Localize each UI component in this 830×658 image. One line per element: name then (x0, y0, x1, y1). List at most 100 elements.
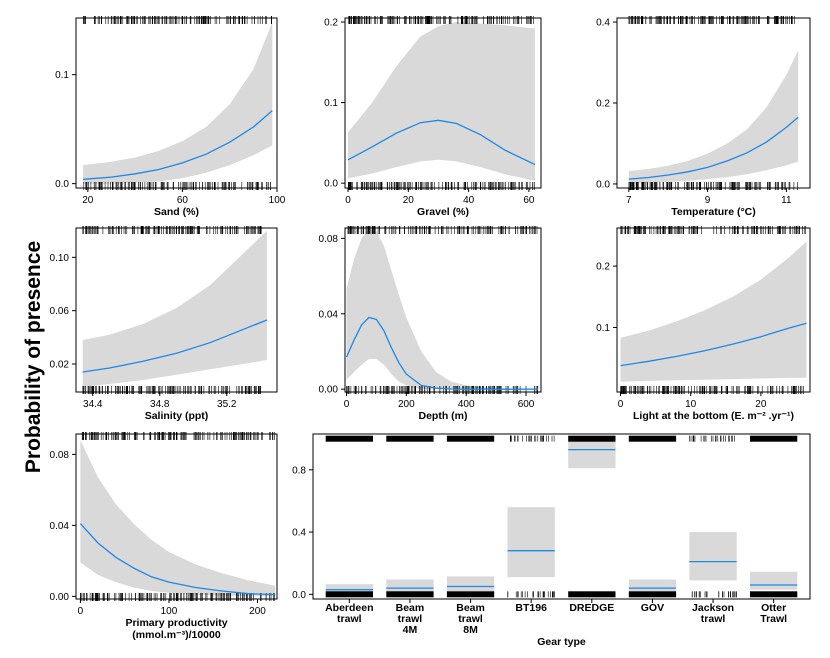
salinity-x-tick-label: 34.4 (83, 399, 103, 410)
gear-y-tick-label: 0.4 (292, 528, 306, 539)
panel-gear: AberdeentrawlBeamtrawl4MBeamtrawl8MBT196… (292, 433, 811, 648)
gear-absence-rug-band (325, 591, 373, 598)
gear-category-label: trawl (337, 613, 362, 625)
depth-y-tick-label: 0.08 (319, 234, 339, 245)
gear-confidence-box (689, 532, 737, 581)
gear-confidence-box (325, 584, 373, 593)
light-confidence-band (620, 241, 807, 382)
gear-category-label: Beam (396, 602, 425, 614)
depth-y-tick-label: 0.00 (319, 385, 339, 396)
gear-confidence-box (386, 579, 434, 592)
depth-x-tick-label: 0 (344, 399, 350, 410)
depth-x-tick-label: 200 (398, 399, 415, 410)
gear-confidence-box (446, 576, 495, 592)
gear-confidence-box (507, 507, 555, 578)
salinity-y-tick-label: 0.10 (50, 253, 70, 264)
salinity-y-tick-label: 0.06 (50, 306, 70, 317)
productivity-x-axis-label: (mmol.m⁻³)/10000 (132, 629, 221, 641)
gear-frame (312, 433, 811, 600)
sand-fitted-line (83, 110, 273, 180)
gravel-x-tick-label: 20 (403, 195, 415, 206)
gravel-fitted-line (347, 119, 536, 166)
depth-x-axis-label: Depth (m) (419, 410, 468, 422)
gear-presence-rug-band (446, 435, 495, 442)
productivity-x-tick-label: 200 (249, 606, 266, 617)
depth-confidence-band (346, 228, 538, 390)
productivity-confidence-band (80, 440, 276, 597)
gear-category-label: Aberdeen (325, 602, 373, 614)
sand-y-tick-label: 0.1 (55, 70, 69, 81)
panel-depth: 0 200 400 600 Depth (m) 0.00 0.04 0.08 (319, 226, 542, 422)
panel-sand: 20 60 100 Sand (%) 0.0 0.1 (55, 16, 286, 218)
salinity-x-tick-label: 34.8 (150, 399, 170, 410)
productivity-x-tick-label: 100 (161, 606, 178, 617)
gear-category-label: Beam (456, 602, 485, 614)
sand-x-tick-label: 60 (177, 195, 189, 206)
gear-confidence-box (750, 571, 798, 590)
gravel-y-tick-label: 0.1 (324, 98, 338, 109)
temperature-fitted-line (628, 116, 799, 180)
temperature-x-tick-label: 7 (626, 195, 632, 206)
gravel-y-tick-label: 0.0 (324, 179, 338, 190)
temperature-y-tick-label: 0.4 (596, 18, 610, 29)
depth-fitted-line (345, 316, 538, 390)
gravel-x-tick-label: 60 (523, 195, 535, 206)
productivity-y-tick-label: 0.00 (50, 592, 70, 603)
depth-frame (344, 227, 542, 393)
sand-confidence-band (83, 22, 273, 184)
gear-absence-rug-band (628, 591, 677, 598)
depth-x-tick-label: 400 (458, 399, 475, 410)
salinity-fitted-line (82, 319, 268, 373)
salinity-x-tick-label: 35.2 (217, 399, 237, 410)
figure-y-axis-label: Probability of presence (22, 241, 45, 473)
gravel-frame (344, 17, 542, 189)
depth-y-tick-label: 0.04 (319, 309, 339, 320)
temperature-y-tick-label: 0.2 (596, 99, 610, 110)
gear-presence-rug-band (325, 435, 373, 442)
gear-category-label: trawl (458, 613, 483, 625)
gravel-y-tick-label: 0.2 (324, 18, 338, 29)
panel-productivity: 0 100 200 Primary productivity(mmol.m⁻³)/10… (50, 432, 278, 641)
panel-temperature: 7 9 11 Temperature (°C) 0.0 0.2 0.4 (596, 16, 811, 218)
gear-confidence-box (628, 579, 677, 592)
gravel-confidence-band (348, 22, 535, 181)
gear-category-label: Trawl (760, 613, 787, 625)
gear-category-label: 4M (403, 624, 418, 636)
light-x-axis-label: Light at the bottom (E. m⁻² .yr⁻¹) (633, 410, 794, 422)
gear-category-label: GOV (641, 602, 664, 614)
gear-absence-rug-band (386, 591, 434, 598)
sand-x-tick-label: 20 (82, 195, 94, 206)
gear-presence-rug-band (568, 435, 616, 442)
sand-frame (75, 17, 278, 189)
light-x-tick-label: 20 (755, 399, 767, 410)
temperature-frame (616, 17, 811, 189)
light-x-tick-label: 10 (685, 399, 697, 410)
gear-presence-rug-band (386, 435, 434, 442)
temperature-x-tick-label: 9 (705, 195, 711, 206)
salinity-x-axis-label: Salinity (ppt) (145, 410, 209, 422)
panel-gravel: 0 20 40 60 Gravel (%) 0.0 0.1 0.2 (324, 16, 542, 218)
light-y-tick-label: 0.2 (596, 262, 610, 273)
temperature-x-tick-label: 11 (781, 195, 792, 206)
gear-category-label: trawl (398, 613, 423, 625)
gear-category-label: 8M (463, 624, 478, 636)
temperature-y-tick-label: 0.0 (596, 179, 610, 190)
depth-x-tick-label: 600 (518, 399, 535, 410)
temperature-x-axis-label: Temperature (°C) (671, 206, 756, 218)
gravel-x-axis-label: Gravel (%) (417, 206, 469, 218)
gravel-x-tick-label: 0 (345, 195, 351, 206)
temperature-confidence-band (628, 50, 799, 184)
gear-presence-rug-band (628, 435, 677, 442)
gear-category-label: Otter (761, 602, 786, 614)
gear-absence-rug-band (446, 591, 495, 598)
salinity-confidence-band (82, 230, 267, 387)
salinity-frame (75, 227, 278, 393)
gear-absence-rug-band (568, 591, 616, 598)
gear-y-tick-label: 0.0 (292, 590, 306, 601)
gear-y-tick-label: 0.8 (292, 465, 306, 476)
gear-absence-rug-band (750, 591, 798, 598)
light-fitted-line (620, 322, 807, 367)
gear-presence-rug-band (750, 435, 798, 442)
